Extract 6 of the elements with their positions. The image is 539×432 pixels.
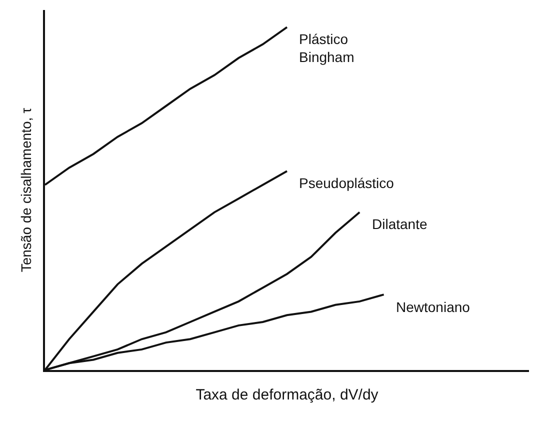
series-label: Pseudoplástico (299, 175, 394, 191)
x-axis-title: Taxa de deformação, dV/dy (196, 386, 379, 404)
series-label: Newtoniano (396, 299, 470, 315)
series-label: Plástico Bingham (299, 31, 354, 66)
y-axis-title: Tensão de cisalhamento, τ (18, 107, 34, 272)
series-label: Dilatante (372, 216, 428, 232)
